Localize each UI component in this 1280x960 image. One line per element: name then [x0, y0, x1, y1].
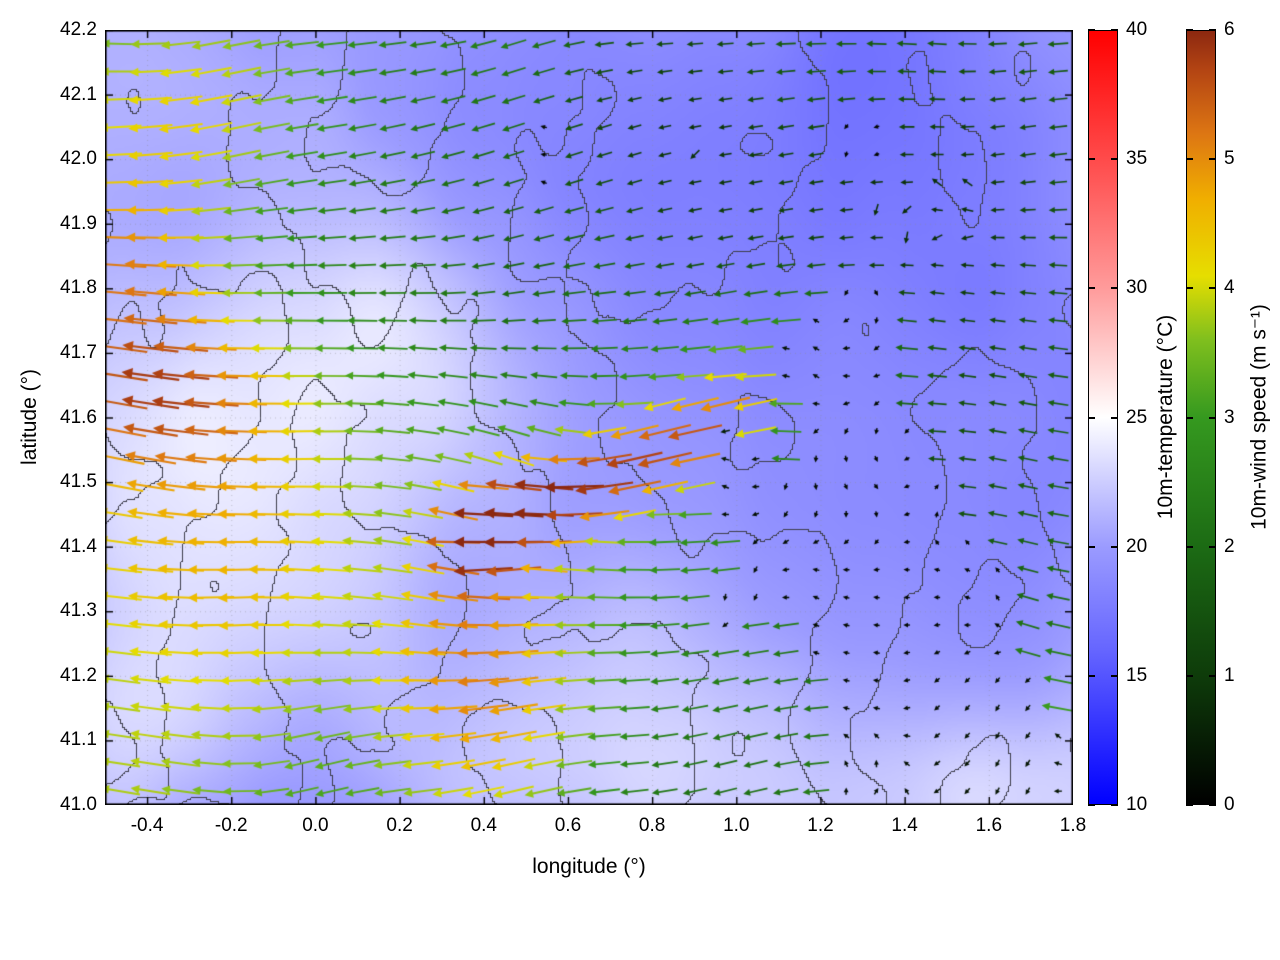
- y-tick-label: 41.1: [60, 729, 97, 751]
- wind-colorbar-tick: [1186, 158, 1193, 161]
- x-tick-label: 1.8: [1059, 815, 1087, 836]
- wind-colorbar-tick: [1209, 545, 1216, 548]
- x-tick-label: -0.4: [130, 815, 164, 836]
- y-tick-label: 41.7: [60, 341, 97, 363]
- y-tick-label: 42.2: [60, 19, 97, 40]
- wind-colorbar-tick-label: 5: [1224, 148, 1235, 170]
- temperature-colorbar-tick-label: 10: [1126, 794, 1148, 815]
- wind-colorbar-tick: [1209, 158, 1216, 161]
- wind-colorbar-tick: [1186, 545, 1193, 548]
- x-axis-label: longitude (°): [532, 855, 646, 878]
- temperature-colorbar-tick-label: 35: [1126, 148, 1148, 170]
- y-tick-label: 42.1: [60, 83, 97, 105]
- y-tick-label: 41.0: [60, 794, 97, 815]
- y-tick-label: 41.8: [60, 277, 97, 299]
- y-tick-label: 41.5: [60, 471, 97, 493]
- x-tick-label: 0.8: [638, 815, 666, 836]
- temperature-colorbar-tick: [1088, 29, 1095, 31]
- wind-colorbar-tick: [1209, 287, 1216, 290]
- wind-colorbar-tick-label: 2: [1224, 535, 1235, 557]
- x-tick-label: 1.6: [975, 815, 1003, 836]
- wind-colorbar-tick: [1186, 804, 1193, 806]
- x-tick-label: 0.4: [470, 815, 497, 836]
- temperature-colorbar-tick: [1111, 545, 1118, 548]
- temperature-colorbar-tick-label: 20: [1126, 535, 1148, 557]
- temperature-colorbar-tick: [1111, 804, 1118, 806]
- wind-colorbar-tick: [1186, 416, 1193, 419]
- temperature-colorbar-label: 10m-temperature (°C): [1154, 314, 1177, 520]
- wind-colorbar-tick: [1186, 287, 1193, 290]
- temperature-colorbar-tick: [1111, 29, 1118, 31]
- y-tick-label: 41.4: [60, 535, 97, 557]
- temperature-colorbar-tick: [1111, 287, 1118, 290]
- wind-colorbar-tick-label: 4: [1224, 277, 1235, 299]
- wind-colorbar-tick-label: 6: [1224, 19, 1235, 40]
- y-tick-label: 41.2: [60, 664, 97, 686]
- temperature-colorbar-tick-label: 25: [1126, 406, 1148, 428]
- wind-colorbar-tick: [1186, 29, 1193, 31]
- y-tick-label: 41.9: [60, 212, 97, 234]
- map-canvas: [105, 30, 1073, 805]
- wind-colorbar-tick: [1209, 804, 1216, 806]
- temperature-colorbar-tick-label: 40: [1126, 19, 1148, 40]
- wind-colorbar-tick-label: 0: [1224, 794, 1235, 815]
- wind-colorbar-tick-label: 3: [1224, 406, 1235, 428]
- x-tick-label: -0.2: [214, 815, 248, 836]
- temperature-colorbar-tick: [1088, 674, 1095, 677]
- temperature-colorbar-tick: [1111, 158, 1118, 161]
- x-tick-label: 0.0: [302, 815, 329, 836]
- wind-colorbar-tick: [1186, 674, 1193, 677]
- temperature-colorbar-tick: [1088, 158, 1095, 161]
- wind-colorbar-label: 10m-wind speed (m s⁻¹): [1247, 304, 1271, 530]
- wind-colorbar-tick: [1209, 416, 1216, 419]
- temperature-colorbar-tick: [1111, 416, 1118, 419]
- wind-colorbar-tick-label: 1: [1224, 664, 1235, 686]
- x-tick-label: 1.2: [807, 815, 834, 836]
- temperature-colorbar-tick: [1111, 674, 1118, 677]
- y-tick-label: 42.0: [60, 148, 97, 170]
- wind-colorbar-tick: [1209, 29, 1216, 31]
- temperature-colorbar-tick: [1088, 287, 1095, 290]
- x-tick-label: 0.2: [386, 815, 413, 836]
- temperature-colorbar-tick-label: 30: [1126, 277, 1148, 299]
- x-tick-label: 1.0: [723, 815, 750, 836]
- y-tick-label: 41.3: [60, 600, 97, 622]
- wind-colorbar-tick: [1209, 674, 1216, 677]
- y-tick-label: 41.6: [60, 406, 97, 428]
- temperature-colorbar-tick: [1088, 545, 1095, 548]
- temperature-colorbar-tick-label: 15: [1126, 664, 1148, 686]
- x-tick-label: 0.6: [554, 815, 582, 836]
- temperature-colorbar-tick: [1088, 416, 1095, 419]
- temperature-colorbar-tick: [1088, 804, 1095, 806]
- x-tick-label: 1.4: [891, 815, 918, 836]
